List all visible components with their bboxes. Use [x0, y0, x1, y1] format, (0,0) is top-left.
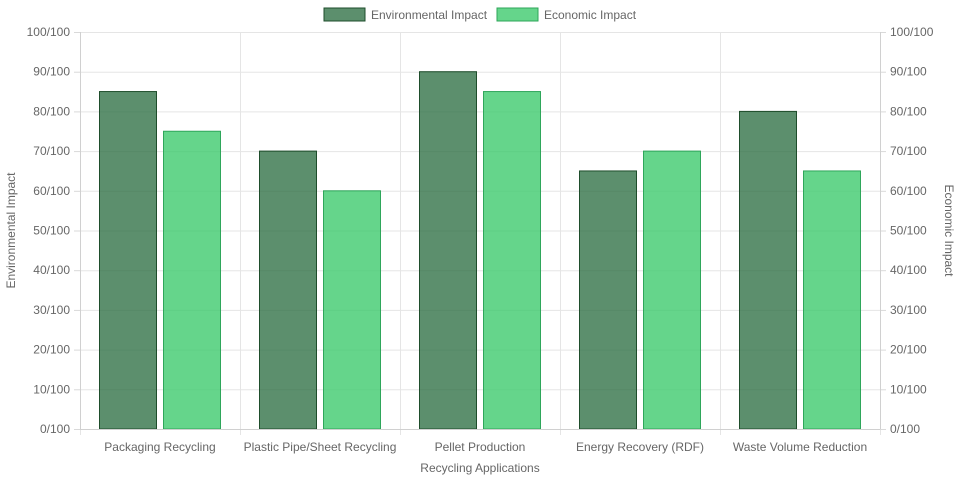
- left-tick-label: 70/100: [33, 144, 70, 158]
- legend-item: Economic Impact: [496, 7, 637, 22]
- right-tick-label: 10/100: [890, 382, 927, 396]
- right-axis-title: Economic Impact: [942, 184, 956, 277]
- x-tick-label: Plastic Pipe/Sheet Recycling: [244, 440, 397, 454]
- right-tick-label: 90/100: [890, 65, 927, 79]
- right-tick-label: 30/100: [890, 303, 927, 317]
- left-axis-title: Environmental Impact: [4, 172, 18, 289]
- left-tick-label: 20/100: [33, 343, 70, 357]
- right-tick-label: 80/100: [890, 104, 927, 118]
- x-tick-label: Packaging Recycling: [104, 440, 215, 454]
- left-tick-label: 10/100: [33, 382, 70, 396]
- legend-item: Environmental Impact: [323, 7, 488, 22]
- left-tick-label: 30/100: [33, 303, 70, 317]
- legend-label: Economic Impact: [544, 8, 637, 22]
- right-tick-label: 100/100: [890, 25, 934, 39]
- x-axis-title: Recycling Applications: [420, 461, 539, 475]
- legend-swatch: [496, 7, 539, 22]
- bar-environmental: [739, 110, 797, 430]
- bar-economic: [163, 130, 221, 430]
- right-tick-label: 40/100: [890, 263, 927, 277]
- right-tick-label: 50/100: [890, 224, 927, 238]
- bar-economic: [483, 91, 541, 430]
- right-tick-label: 70/100: [890, 144, 927, 158]
- bar-environmental: [579, 170, 637, 430]
- bar-economic: [643, 150, 701, 430]
- bar-economic: [803, 170, 861, 430]
- left-tick-label: 100/100: [27, 25, 71, 39]
- right-axis: 0/100 10/100 20/100 30/100 40/100 50/100 60/10…: [880, 25, 934, 436]
- legend-swatch: [323, 7, 366, 22]
- left-tick-label: 80/100: [33, 104, 70, 118]
- left-tick-label: 0/100: [40, 422, 70, 436]
- left-tick-label: 40/100: [33, 263, 70, 277]
- bars: [99, 71, 861, 430]
- left-tick-label: 90/100: [33, 65, 70, 79]
- legend: Environmental Impact Economic Impact: [323, 7, 637, 22]
- bar-economic: [323, 190, 381, 430]
- x-tick-label: Pellet Production: [435, 440, 526, 454]
- x-axis: Packaging Recycling Plastic Pipe/Sheet Re…: [80, 429, 880, 454]
- left-axis: 0/100 10/100 20/100 30/100 40/100 50/100 60/10…: [27, 25, 81, 436]
- x-tick-label: Waste Volume Reduction: [733, 440, 867, 454]
- left-tick-label: 60/100: [33, 184, 70, 198]
- left-tick-label: 50/100: [33, 224, 70, 238]
- bar-environmental: [99, 91, 157, 430]
- bar-environmental: [259, 150, 317, 430]
- legend-label: Environmental Impact: [371, 8, 488, 22]
- right-tick-label: 0/100: [890, 422, 920, 436]
- right-tick-label: 20/100: [890, 343, 927, 357]
- right-tick-label: 60/100: [890, 184, 927, 198]
- x-tick-label: Energy Recovery (RDF): [576, 440, 704, 454]
- bar-environmental: [419, 71, 477, 430]
